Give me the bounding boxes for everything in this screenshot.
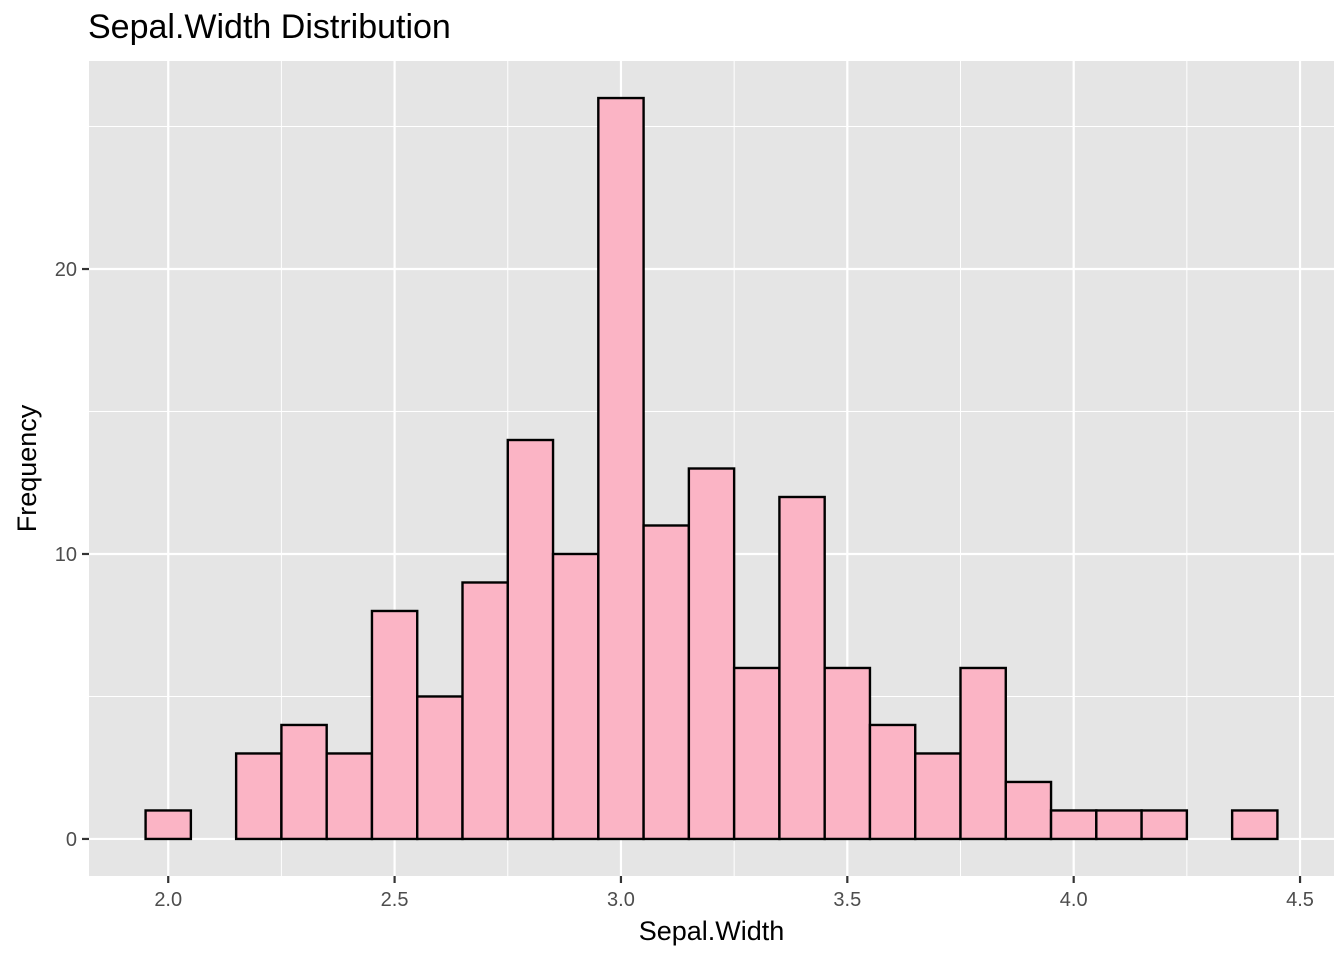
- histogram-bar: [959, 666, 1007, 841]
- histogram-bars: [144, 96, 1279, 841]
- histogram-bar: [778, 495, 826, 841]
- histogram-bar: [506, 438, 555, 841]
- x-axis-title: Sepal.Width: [639, 916, 785, 946]
- chart-title: Sepal.Width Distribution: [88, 8, 451, 46]
- y-tick-label: 0: [66, 829, 77, 851]
- x-tick-label: 4.0: [1060, 889, 1088, 911]
- histogram-bar: [732, 666, 781, 841]
- y-axis: 0 10 20: [55, 259, 89, 851]
- histogram-bar: [325, 752, 374, 841]
- x-tick-label: 3.5: [833, 889, 861, 911]
- histogram-bar: [551, 552, 600, 841]
- histogram-bar: [1095, 809, 1143, 841]
- y-axis-title: Frequency: [12, 404, 42, 532]
- histogram-bar: [823, 666, 872, 841]
- x-axis: 2.0 2.5 3.0 3.5 4.0 4.5: [154, 876, 1314, 911]
- x-tick-label: 2.0: [154, 889, 182, 911]
- y-tick-label: 10: [55, 544, 77, 566]
- histogram-bar: [416, 695, 464, 841]
- histogram-bar: [642, 524, 691, 841]
- histogram-bar: [687, 467, 736, 841]
- y-tick-label: 20: [55, 259, 77, 281]
- histogram-bar: [1004, 780, 1053, 841]
- histogram-bar: [1140, 809, 1189, 841]
- histogram-bar: [914, 752, 962, 841]
- histogram-bar: [597, 96, 645, 841]
- histogram-bar: [280, 723, 328, 841]
- histogram-bar: [1230, 809, 1279, 841]
- histogram-bar: [1049, 809, 1098, 841]
- histogram-bar: [461, 581, 509, 841]
- histogram-bar: [868, 723, 917, 841]
- histogram-bar: [144, 809, 193, 841]
- x-tick-label: 3.0: [607, 889, 635, 911]
- x-tick-label: 4.5: [1286, 889, 1314, 911]
- histogram-bar: [234, 752, 283, 841]
- x-tick-label: 2.5: [381, 889, 409, 911]
- histogram-bar: [370, 609, 419, 841]
